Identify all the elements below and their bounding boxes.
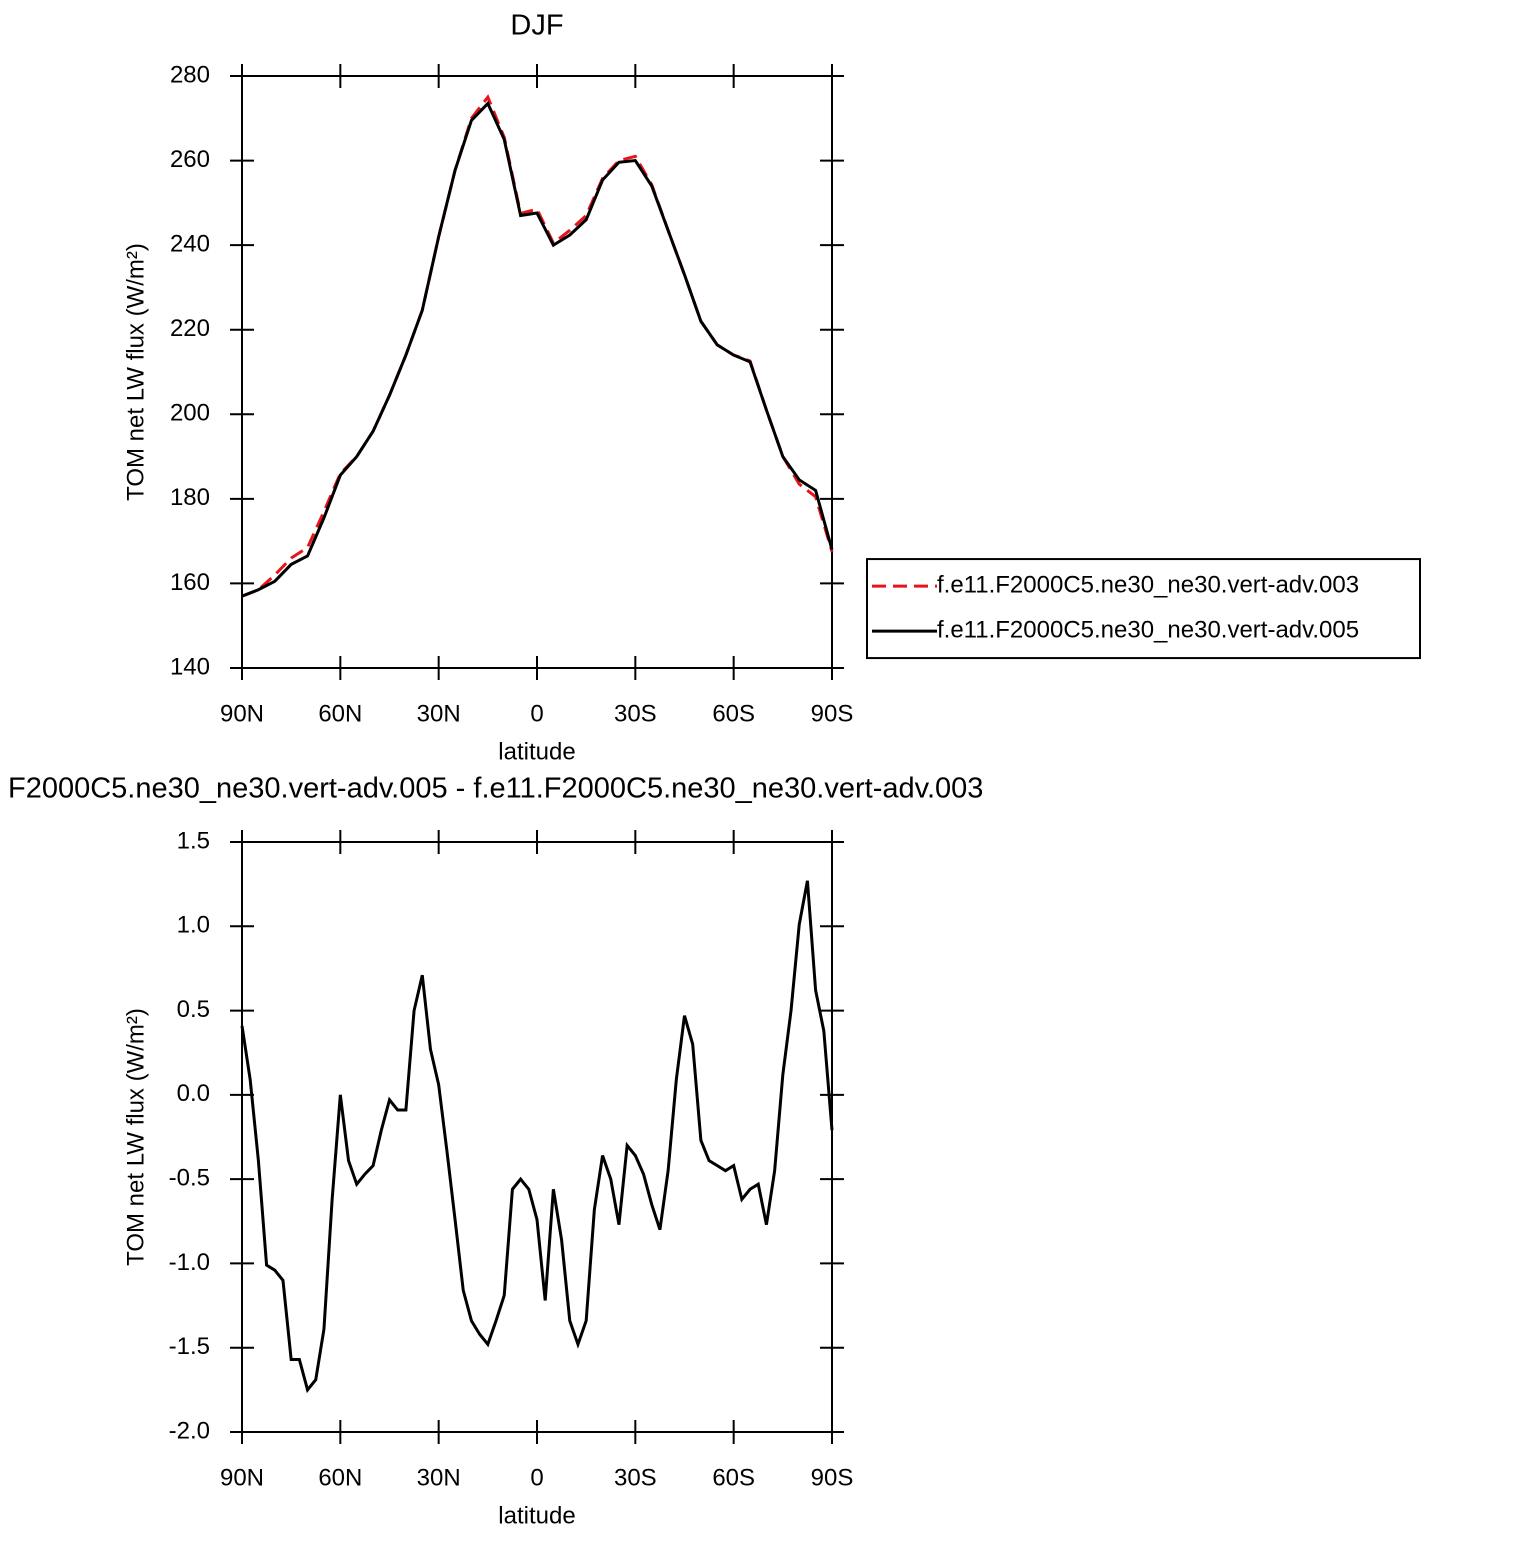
- y-tick-label: 280: [170, 61, 210, 88]
- x-axis-label: latitude: [498, 738, 575, 765]
- x-tick-label: 30N: [417, 1464, 461, 1491]
- y-tick-label: 260: [170, 146, 210, 173]
- y-tick-label: 140: [170, 653, 210, 680]
- x-tick-label: 30N: [417, 700, 461, 727]
- x-tick-label: 60S: [712, 700, 755, 727]
- x-tick-label: 60N: [318, 1464, 362, 1491]
- x-tick-label: 60S: [712, 1464, 755, 1491]
- y-tick-label: 160: [170, 569, 210, 596]
- legend-box: [866, 558, 1421, 660]
- y-tick-label: -2.0: [169, 1417, 210, 1444]
- chart-title: DJF: [510, 10, 563, 42]
- y-tick-label: 220: [170, 315, 210, 342]
- legend-label: f.e11.F2000C5.ne30_ne30.vert-adv.005: [937, 616, 1359, 643]
- y-tick-label: -0.5: [169, 1164, 210, 1191]
- y-tick-label: 0.5: [177, 996, 210, 1023]
- x-tick-label: 30S: [614, 1464, 657, 1491]
- x-tick-label: 0: [530, 700, 543, 727]
- plot-frame: [241, 75, 833, 669]
- y-axis-label: TOM net LW flux (W/m²): [122, 1008, 149, 1266]
- y-axis-label: TOM net LW flux (W/m²): [122, 243, 149, 501]
- y-tick-label: 240: [170, 230, 210, 257]
- y-tick-label: 1.5: [177, 827, 210, 854]
- y-tick-label: 200: [170, 400, 210, 427]
- series-line: [241, 100, 834, 598]
- y-tick-label: 180: [170, 484, 210, 511]
- x-tick-label: 0: [530, 1464, 543, 1491]
- y-tick-label: 0.0: [177, 1080, 210, 1107]
- x-tick-label: 60N: [318, 700, 362, 727]
- x-tick-label: 90S: [811, 1464, 854, 1491]
- series-line: [241, 94, 834, 598]
- chart-title: F2000C5.ne30_ne30.vert-adv.005 - f.e11.F…: [8, 773, 983, 805]
- legend-label: f.e11.F2000C5.ne30_ne30.vert-adv.003: [937, 571, 1359, 598]
- y-tick-label: -1.0: [169, 1249, 210, 1276]
- y-tick-label: -1.5: [169, 1333, 210, 1360]
- series-line: [240, 880, 834, 1394]
- x-tick-label: 90S: [811, 700, 854, 727]
- y-tick-label: 1.0: [177, 912, 210, 939]
- x-axis-label: latitude: [498, 1502, 575, 1529]
- x-tick-label: 30S: [614, 700, 657, 727]
- plot-frame: [241, 841, 833, 1433]
- x-tick-label: 90N: [220, 1464, 264, 1491]
- x-tick-label: 90N: [220, 700, 264, 727]
